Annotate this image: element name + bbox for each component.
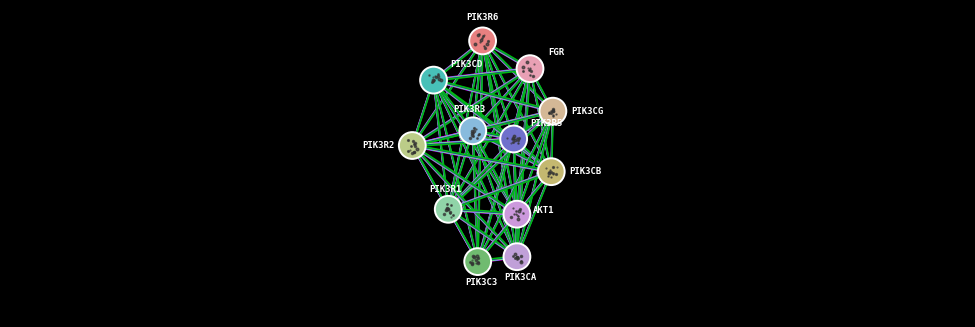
Circle shape [424, 71, 443, 90]
Circle shape [504, 202, 529, 227]
Text: PIK3R1: PIK3R1 [429, 184, 461, 194]
Circle shape [538, 97, 567, 126]
Text: PIK3CD: PIK3CD [449, 60, 483, 69]
Circle shape [403, 136, 421, 155]
Circle shape [468, 26, 497, 55]
Circle shape [508, 205, 526, 224]
Text: AKT1: AKT1 [533, 206, 555, 215]
Circle shape [537, 157, 565, 186]
Circle shape [436, 197, 460, 222]
Circle shape [542, 163, 561, 181]
Text: PIK3R2: PIK3R2 [362, 141, 394, 150]
Text: FGR: FGR [548, 48, 565, 57]
Circle shape [463, 122, 482, 140]
Circle shape [463, 247, 492, 276]
Circle shape [460, 118, 486, 143]
Circle shape [465, 249, 490, 274]
Text: PIK3CB: PIK3CB [569, 167, 602, 176]
Circle shape [521, 60, 539, 78]
Circle shape [508, 247, 526, 266]
Text: PIK3R3: PIK3R3 [453, 105, 486, 114]
Circle shape [398, 131, 427, 160]
Text: PIK3CG: PIK3CG [571, 107, 604, 116]
Circle shape [439, 200, 457, 219]
Circle shape [502, 242, 531, 271]
Circle shape [502, 200, 531, 229]
Circle shape [470, 28, 495, 53]
Circle shape [419, 66, 448, 95]
Circle shape [473, 32, 492, 50]
Circle shape [504, 244, 529, 269]
Circle shape [501, 127, 526, 151]
Circle shape [421, 68, 446, 93]
Circle shape [504, 130, 523, 148]
Circle shape [434, 195, 463, 224]
Circle shape [458, 116, 488, 145]
Circle shape [516, 54, 544, 83]
Circle shape [544, 102, 563, 120]
Circle shape [539, 159, 564, 184]
Text: PIK3R6: PIK3R6 [466, 13, 499, 22]
Text: PIK3C3: PIK3C3 [465, 278, 497, 287]
Text: PIK3R5: PIK3R5 [530, 118, 563, 128]
Text: PIK3CA: PIK3CA [504, 273, 536, 282]
Circle shape [499, 125, 528, 153]
Circle shape [518, 56, 542, 81]
Circle shape [400, 133, 425, 158]
Circle shape [468, 252, 487, 271]
Circle shape [540, 99, 566, 124]
